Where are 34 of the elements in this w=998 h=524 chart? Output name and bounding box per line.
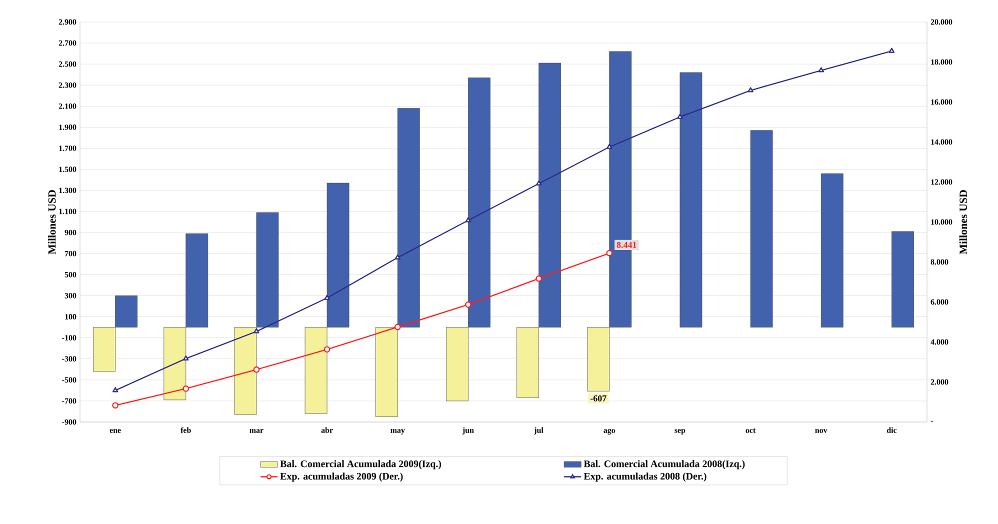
point [606,144,612,149]
point [112,387,118,392]
legend-label: Bal. Comercial Acumulada 2009(Izq.) [280,460,442,470]
point [818,67,824,72]
bar [820,173,844,328]
data-label: -607 [590,395,606,402]
bar [750,130,773,328]
point [183,355,189,360]
point [324,294,330,300]
point [465,217,472,222]
legend-label: Exp. acumuladas 2008 (Der.) [584,472,706,482]
point [465,301,472,308]
data-label: 8.441 [616,242,636,248]
point [606,250,613,256]
point [182,385,190,392]
point [394,324,401,330]
legend-label: Bal. Comercial Acumulada 2008(Izq.) [584,460,745,470]
point [112,402,118,409]
bar [680,72,702,328]
point [394,254,400,260]
bar [375,327,398,417]
point [253,366,260,373]
y2-axis-title: Millones USD [959,190,967,254]
point [536,180,542,186]
point [324,346,330,353]
bar [397,108,420,328]
point [888,48,895,53]
bar [892,231,914,328]
point [748,87,754,92]
point [536,275,542,282]
point [254,328,260,334]
legend-label: Exp. acumuladas 2009 (Der.) [280,472,403,482]
y-axis-title: Millones USD [48,190,56,254]
point [677,114,683,119]
